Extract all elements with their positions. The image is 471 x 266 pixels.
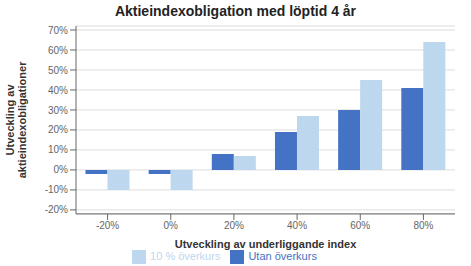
- svg-text:0%: 0%: [54, 164, 69, 175]
- svg-text:-20%: -20%: [45, 204, 68, 215]
- svg-text:30%: 30%: [48, 105, 68, 116]
- svg-text:50%: 50%: [48, 65, 68, 76]
- html-text:Utan överkurs: Utan överkurs: [248, 249, 317, 262]
- svg-text:Utveckling avaktieindexobligat: Utveckling avaktieindexobligationer: [8, 61, 28, 178]
- svg-text:Utveckling av underliggande in: Utveckling av underliggande index: [175, 238, 357, 250]
- html-text:Aktieindexobligation med löpti: Aktieindexobligation med löptid 4 år: [114, 3, 357, 19]
- svg-text:40%: 40%: [48, 85, 68, 96]
- svg-text:70%: 70%: [48, 25, 68, 36]
- html-text:10 % överkurs: 10 % överkurs: [150, 249, 221, 262]
- svg-text:-20%: -20%: [96, 220, 119, 231]
- svg-text:20%: 20%: [224, 220, 244, 231]
- svg-text:-10%: -10%: [45, 184, 68, 195]
- svg-text:60%: 60%: [48, 45, 68, 56]
- svg-text:0%: 0%: [164, 220, 179, 231]
- svg-text:60%: 60%: [350, 220, 370, 231]
- svg-text:10%: 10%: [48, 144, 68, 155]
- svg-text:80%: 80%: [413, 220, 433, 231]
- svg-text:20%: 20%: [48, 124, 68, 135]
- svg-text:40%: 40%: [287, 220, 307, 231]
